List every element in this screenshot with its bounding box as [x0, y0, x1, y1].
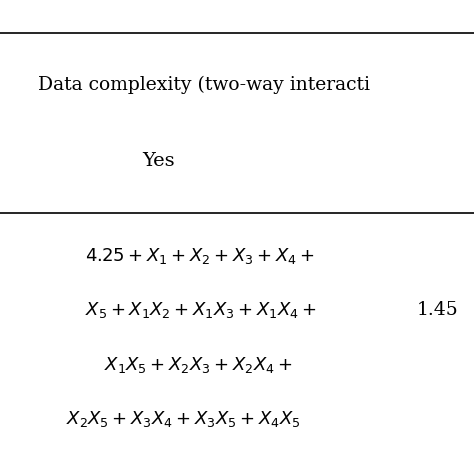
Text: Yes: Yes — [142, 152, 175, 170]
Text: 1.45: 1.45 — [417, 301, 459, 319]
Text: $4.25 + X_1 + X_2 + X_3 + X_4 +$: $4.25 + X_1 + X_2 + X_3 + X_4 +$ — [85, 246, 315, 266]
Text: Data complexity (two-way interacti: Data complexity (two-way interacti — [38, 76, 370, 94]
Text: $X_5 + X_1X_2 + X_1X_3 + X_1X_4 +$: $X_5 + X_1X_2 + X_1X_3 + X_1X_4 +$ — [85, 301, 317, 320]
Text: $X_2X_5 + X_3X_4 + X_3X_5 + X_4X_5$: $X_2X_5 + X_3X_4 + X_3X_5 + X_4X_5$ — [66, 410, 301, 429]
Text: $X_1X_5 + X_2X_3 + X_2X_4 +$: $X_1X_5 + X_2X_3 + X_2X_4 +$ — [104, 355, 293, 375]
